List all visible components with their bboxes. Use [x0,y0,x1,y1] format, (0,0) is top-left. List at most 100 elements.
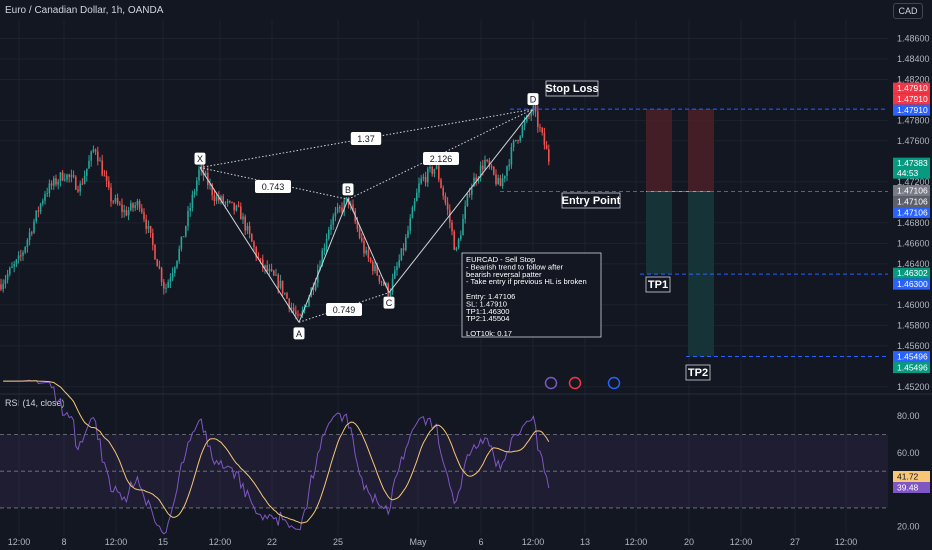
candle-body [94,149,97,152]
candle [28,228,31,246]
candle-body [440,179,442,189]
candle-body [352,204,354,211]
x-tick-label: May [409,537,427,547]
candle-body [13,263,15,267]
candle [506,165,508,181]
candle-body [154,244,156,260]
candle [160,266,163,286]
candle [193,188,196,198]
candle-body [37,210,40,212]
candle [548,144,550,166]
currency-button[interactable]: CAD [893,3,923,19]
candle-body [171,273,174,279]
candle [149,225,152,238]
candle-body [391,278,394,292]
candle-body [466,193,469,206]
candle [411,205,414,219]
candle-body [312,287,315,290]
trade-note-line: LOT10k: 0.17 [466,329,512,338]
candle-body [515,139,517,142]
candle [112,199,114,205]
candle [127,206,130,221]
y-tick-label: 1.47200 [897,177,930,187]
candle [26,238,29,253]
candle-body [83,176,86,184]
candle [141,204,143,215]
candle-body [251,233,253,242]
x-tick-label: 12:00 [835,537,858,547]
candle [486,158,488,163]
candle [407,225,409,239]
candle [495,169,497,187]
y-tick-label: 1.48400 [897,54,930,64]
candle-body [473,177,475,187]
candle-body [319,266,321,270]
countdown-tag: 44:53 [897,168,919,178]
candle-body [442,188,444,196]
candle [114,194,117,204]
candle [103,169,106,177]
sl-tag-2: 1.47910 [897,94,928,104]
candle [288,298,290,313]
candle [44,190,46,205]
point-label-C: C [386,298,393,308]
candle [444,192,447,206]
candle [523,116,526,131]
candle [33,218,35,234]
ratio-box [326,303,362,316]
candle [178,245,180,264]
candle [99,157,101,162]
candle [39,202,42,215]
candle-body [482,165,484,170]
candle-body [530,113,532,116]
sl-tag-2-bg [893,93,930,105]
candle-body [521,125,524,137]
candle-body [288,298,290,309]
candle-body [462,218,464,236]
candle [358,225,361,240]
candle [427,166,429,187]
x-tick-label: 12:00 [625,537,648,547]
candle-body [330,224,332,230]
candle [81,178,84,186]
rsi-tag: 39.48 [897,483,919,493]
candle [17,251,20,264]
candle-body [343,200,345,212]
lightning-icon [544,376,558,390]
rsi-label: RSI (14, close) [5,398,65,408]
candle [237,201,240,208]
point-label-X: X [197,154,203,164]
candle [50,180,53,190]
candle-body [55,178,57,185]
candle [79,180,81,196]
point-label-A: A [296,329,302,339]
candle [165,283,167,294]
candle [508,159,510,171]
ratio-label: 0.743 [262,182,285,192]
rsi-tick-label: 60.00 [897,448,920,458]
candle-body [479,165,482,178]
candle [475,173,477,186]
chart-title: Euro / Canadian Dollar, 1h, OANDA [5,5,164,16]
candle-body [156,259,158,267]
candle [231,201,233,204]
trade-note: EURCAD - Sell Stop- Bearish trend to fol… [461,252,602,338]
candle [442,185,444,200]
candle [37,206,40,218]
candle [400,248,403,261]
candle [275,268,277,276]
candle-body [176,260,178,268]
candle-body [22,252,24,256]
rsi-panel [0,379,888,535]
candle [132,202,134,212]
y-tick-label: 1.48200 [897,74,930,84]
harmonic-pattern: X A B C D 1.37 0.743 0.749 2.126 EURCAD - Sell St… [194,93,602,340]
candle-body [103,175,106,177]
candle-body [411,207,414,219]
candle [171,267,174,282]
candle [325,233,328,253]
candle [154,244,156,260]
point-label-box [383,296,395,309]
candle-body [486,159,488,161]
